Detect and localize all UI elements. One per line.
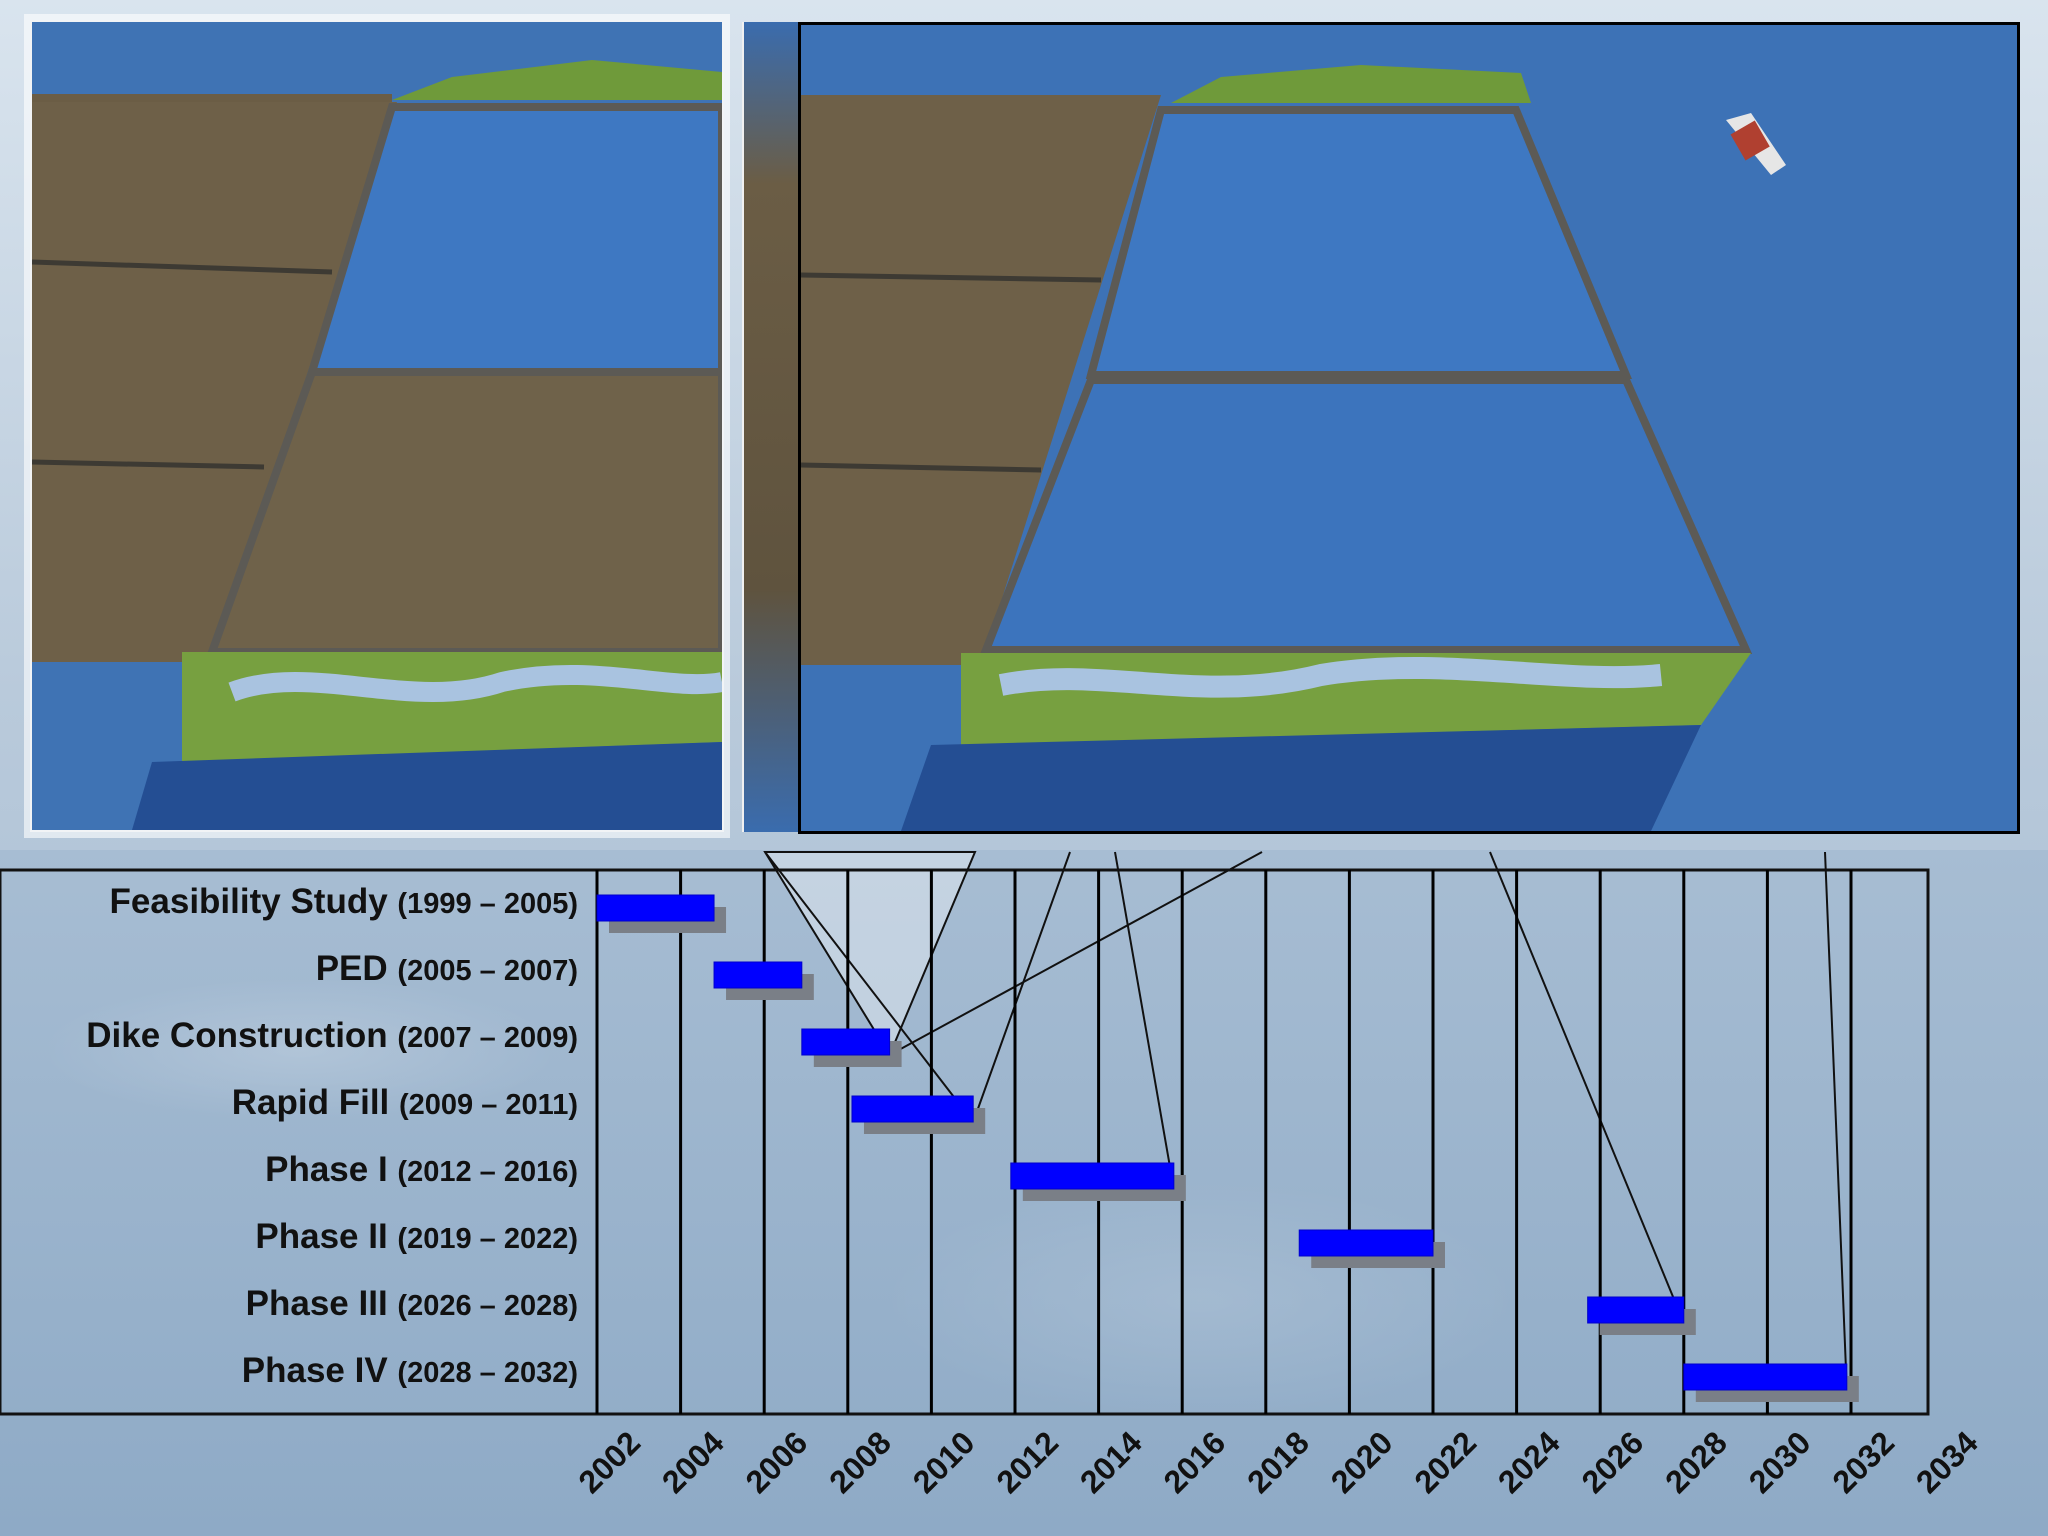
north-marsh [1171, 65, 1531, 103]
year-label-2032: 2032 [1825, 1424, 1901, 1500]
year-label-2028: 2028 [1658, 1424, 1734, 1500]
year-label-2002: 2002 [571, 1424, 647, 1500]
task-bar-2 [801, 1028, 891, 1056]
task-bars [596, 894, 1859, 1402]
task-bar-0 [596, 894, 715, 922]
year-axis-labels: 2002 2004 2006 2008 2010 2012 2014 2016 2018 2020… [571, 1424, 1985, 1500]
year-label-2012: 2012 [989, 1424, 1065, 1500]
task-period: (2026 – 2028) [397, 1290, 578, 1322]
task-period: (2028 – 2032) [397, 1357, 578, 1389]
task-period: (2007 – 2009) [397, 1022, 578, 1054]
task-period: (1999 – 2005) [397, 888, 578, 920]
year-label-2030: 2030 [1742, 1424, 1818, 1500]
connector-2 [1114, 851, 1175, 1190]
year-label-2016: 2016 [1157, 1424, 1233, 1500]
cracked-land-left [32, 102, 397, 662]
ship-icon [1726, 113, 1786, 175]
task-label-2: Dike Construction (2007 – 2009) [86, 1016, 578, 1055]
task-name: Rapid Fill [232, 1083, 399, 1122]
task-name: Phase IV [242, 1351, 398, 1390]
task-label-5: Phase II (2019 – 2022) [255, 1217, 578, 1256]
task-name: Phase II [255, 1217, 397, 1256]
task-label-3: Rapid Fill (2009 – 2011) [232, 1083, 578, 1122]
task-name: PED [316, 949, 398, 988]
cracked-land-left [801, 95, 1161, 665]
illustration-divider-strip [742, 22, 800, 832]
island-after-drawing [801, 25, 2017, 831]
filled-cell-upper [1085, 106, 1632, 379]
task-name: Dike Construction [86, 1016, 397, 1055]
task-period: (2009 – 2011) [399, 1089, 578, 1121]
task-bar-5 [1298, 1229, 1434, 1257]
task-labels: Feasibility Study (1999 – 2005) PED (2005… [86, 882, 578, 1390]
year-label-2006: 2006 [739, 1424, 815, 1500]
task-name: Phase I [265, 1150, 397, 1189]
year-label-2020: 2020 [1324, 1424, 1400, 1500]
connector-4 [1824, 851, 1848, 1391]
task-label-4: Phase I (2012 – 2016) [265, 1150, 578, 1189]
year-label-2008: 2008 [822, 1424, 898, 1500]
filled-cell-upper [306, 103, 722, 376]
task-label-1: PED (2005 – 2007) [316, 949, 578, 988]
timeline-frame [0, 868, 1930, 1416]
year-label-2034: 2034 [1909, 1424, 1985, 1500]
island-illustration-after [798, 22, 2020, 834]
island-before-drawing [32, 22, 722, 830]
task-bar-7 [1683, 1363, 1848, 1391]
task-bar-3 [851, 1095, 974, 1123]
task-name: Feasibility Study [110, 882, 398, 921]
task-bar-1 [713, 961, 803, 989]
year-label-2024: 2024 [1491, 1424, 1567, 1500]
task-period: (2012 – 2016) [397, 1156, 578, 1188]
year-label-2026: 2026 [1575, 1424, 1651, 1500]
task-name: Phase III [246, 1284, 398, 1323]
year-label-2018: 2018 [1240, 1424, 1316, 1500]
task-bar-6 [1587, 1296, 1685, 1324]
unfilled-cell-lower [206, 368, 722, 656]
connector-6 [972, 851, 1071, 1123]
island-illustration-before [30, 20, 724, 832]
year-label-2010: 2010 [906, 1424, 982, 1500]
task-period: (2005 – 2007) [397, 955, 578, 987]
task-label-0: Feasibility Study (1999 – 2005) [110, 882, 578, 921]
year-label-2014: 2014 [1073, 1424, 1149, 1500]
filled-cell-lower [980, 376, 1753, 654]
north-marsh [392, 60, 722, 100]
task-label-7: Phase IV (2028 – 2032) [242, 1351, 578, 1390]
task-period: (2019 – 2022) [397, 1223, 578, 1255]
year-label-2022: 2022 [1407, 1424, 1483, 1500]
south-water [901, 725, 1701, 831]
year-label-2004: 2004 [655, 1424, 731, 1500]
task-bar-4 [1010, 1162, 1175, 1190]
connector-3 [1489, 851, 1685, 1324]
south-water [132, 742, 722, 830]
task-label-6: Phase III (2026 – 2028) [246, 1284, 578, 1323]
